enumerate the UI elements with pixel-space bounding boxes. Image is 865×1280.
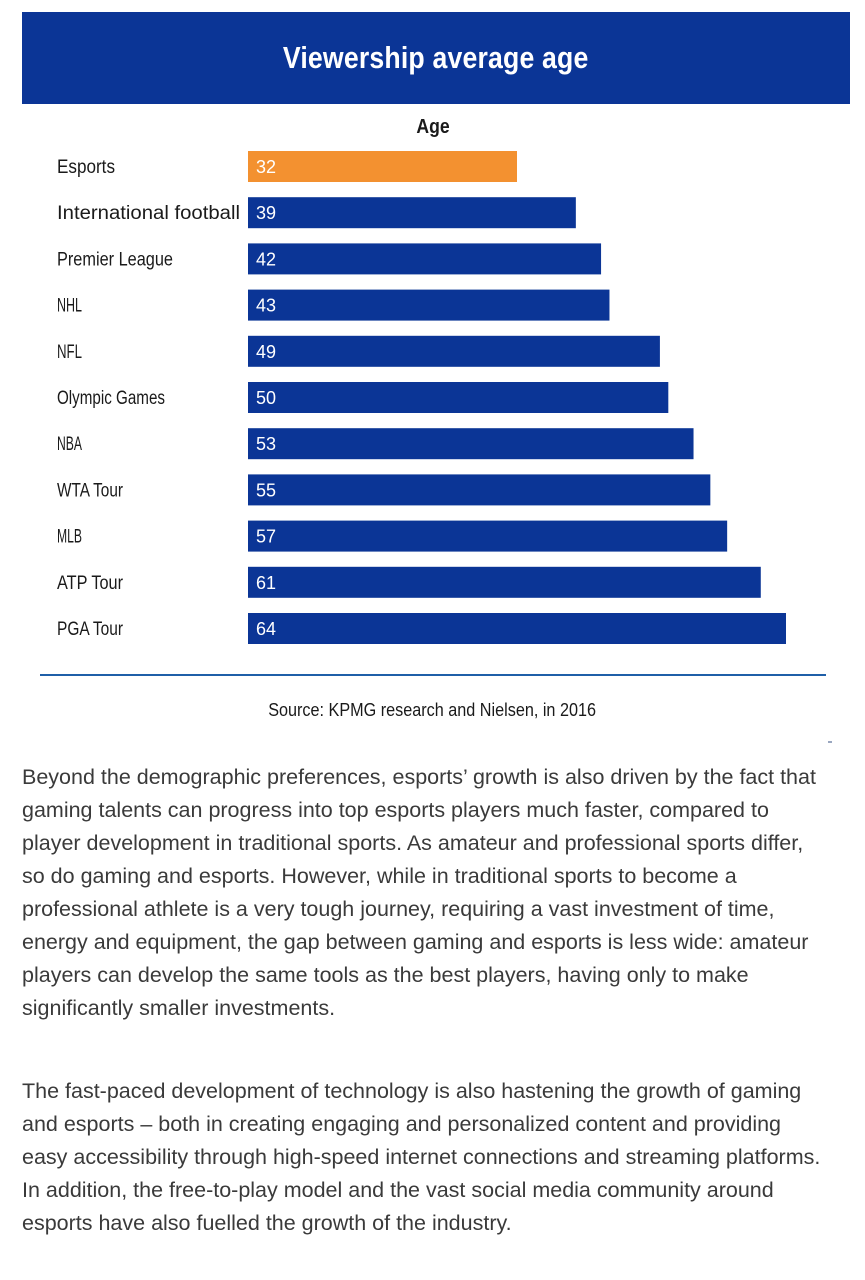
body-paragraph-2: The fast-paced development of technology… bbox=[22, 1079, 821, 1235]
bar-chart: Esports 32 International football 39 Premier… bbox=[57, 151, 786, 644]
category-label-wta-tour: WTA Tour bbox=[57, 480, 124, 501]
chart-title: Viewership average age bbox=[283, 40, 589, 75]
source-text: Source: KPMG research and Nielsen, in 20… bbox=[268, 700, 597, 720]
value-label-atp-tour: 61 bbox=[256, 573, 276, 593]
category-label-olympic-games: Olympic Games bbox=[57, 388, 165, 409]
category-label-pga-tour: PGA Tour bbox=[57, 619, 124, 640]
category-label-nhl: NHL bbox=[57, 296, 82, 317]
category-label-nba: NBA bbox=[57, 434, 82, 455]
decorative-mark bbox=[828, 741, 832, 743]
value-label-pga-tour: 64 bbox=[256, 619, 276, 639]
bar-international-football bbox=[248, 197, 576, 229]
divider-line bbox=[40, 674, 826, 676]
bar-nba bbox=[248, 428, 694, 460]
value-label-international-football: 39 bbox=[256, 203, 276, 223]
bar-pga-tour bbox=[248, 613, 786, 644]
value-label-wta-tour: 55 bbox=[256, 480, 276, 500]
value-label-olympic-games: 50 bbox=[256, 388, 276, 408]
chart-title-banner: Viewership average age bbox=[22, 12, 850, 104]
category-label-mlb: MLB bbox=[57, 527, 82, 548]
value-label-nfl: 49 bbox=[256, 342, 276, 362]
value-label-nhl: 43 bbox=[256, 296, 276, 316]
bar-wta-tour bbox=[248, 474, 711, 506]
category-label-nfl: NFL bbox=[57, 342, 82, 363]
bar-premier-league bbox=[248, 243, 602, 275]
bar-nhl bbox=[248, 289, 610, 321]
bar-olympic-games bbox=[248, 382, 669, 413]
category-label-premier-league: Premier League bbox=[57, 249, 173, 270]
value-label-esports: 32 bbox=[256, 157, 276, 177]
value-label-mlb: 57 bbox=[256, 527, 276, 547]
category-label-atp-tour: ATP Tour bbox=[57, 573, 124, 594]
value-label-premier-league: 42 bbox=[256, 249, 276, 269]
bar-nfl bbox=[248, 335, 660, 367]
bar-mlb bbox=[248, 520, 728, 552]
category-label-esports: Esports bbox=[57, 157, 115, 178]
body-paragraph-1: Beyond the demographic preferences, espo… bbox=[22, 765, 816, 1020]
category-label-international-football: International football bbox=[57, 203, 240, 224]
value-axis-title: Age bbox=[416, 116, 450, 138]
bar-atp-tour bbox=[248, 566, 761, 598]
source-note: Source: KPMG research and Nielsen, in 20… bbox=[0, 700, 865, 721]
value-label-nba: 53 bbox=[256, 434, 276, 454]
bar-esports bbox=[248, 151, 517, 182]
